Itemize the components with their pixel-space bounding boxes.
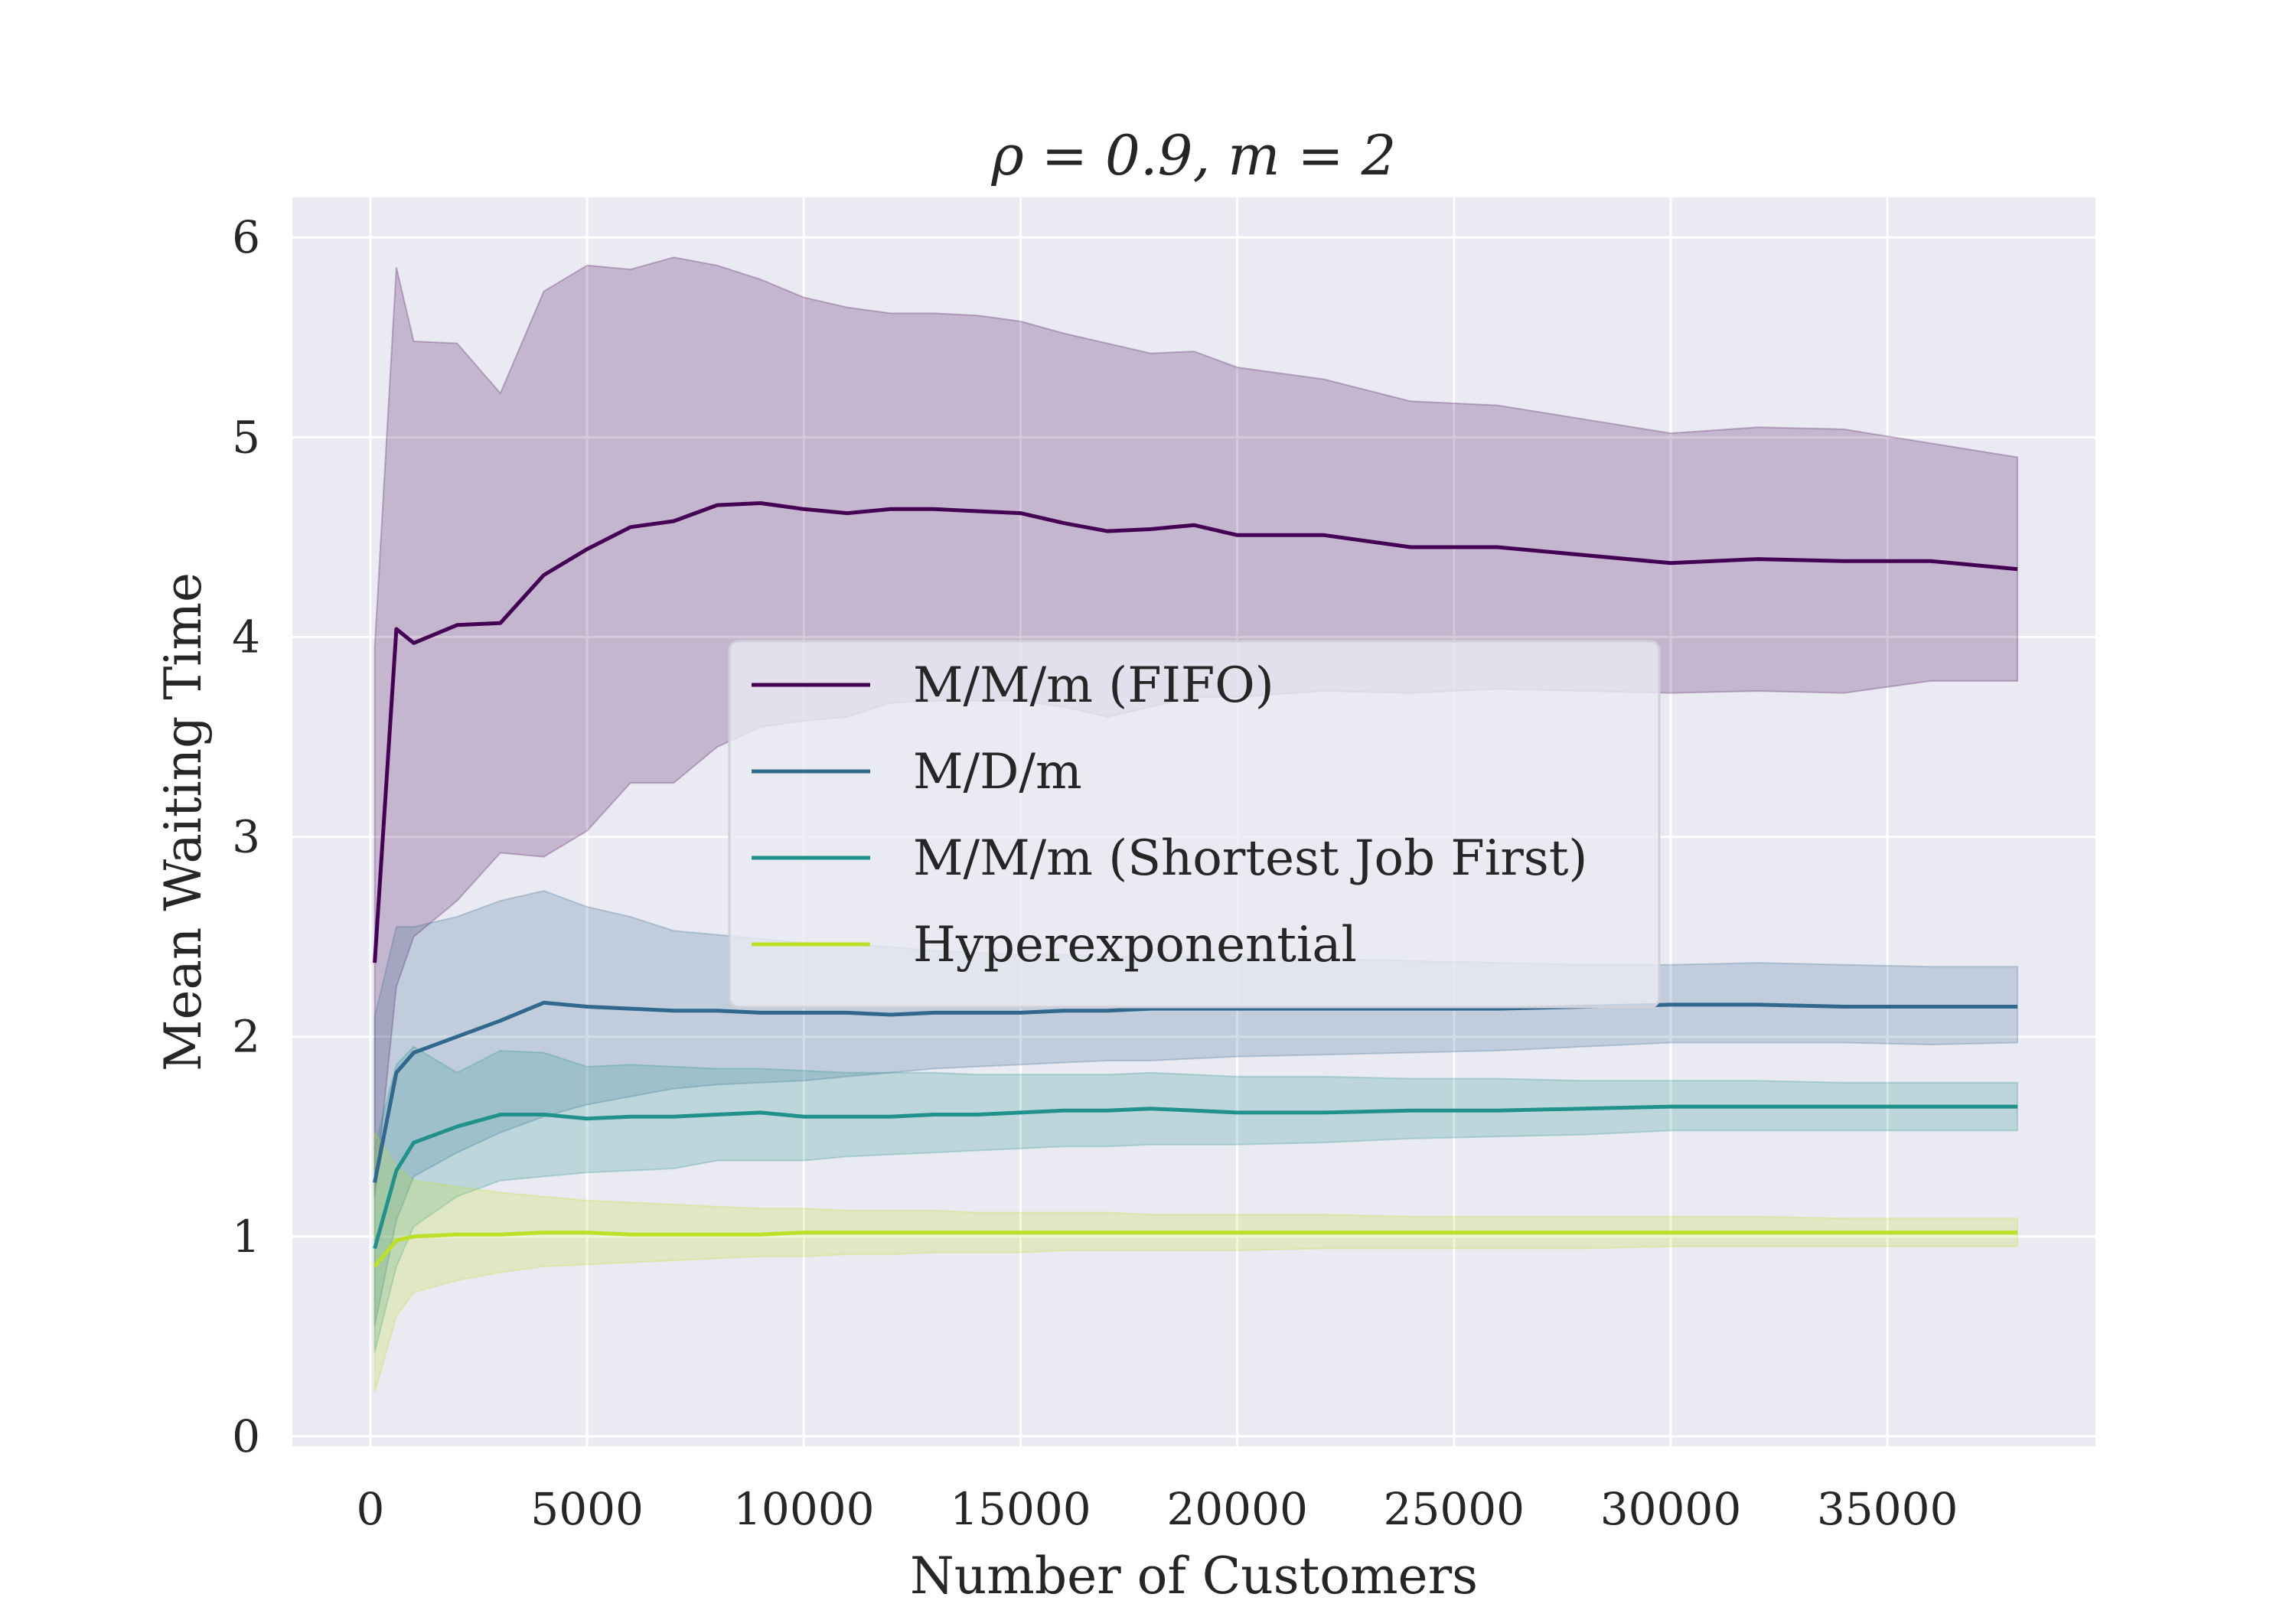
x-tick-label: 20000 [1166,1483,1308,1535]
legend-label-fifo: M/M/m (FIFO) [913,657,1274,714]
legend-label-hyper: Hyperexponential [913,917,1357,973]
y-tick-label: 3 [232,811,260,863]
x-tick-labels: 0 5000 10000 15000 20000 25000 30000 35000 [356,1483,1958,1535]
x-axis-label: Number of Customers [910,1547,1478,1605]
y-tick-label: 5 [232,411,260,463]
y-tick-labels: 0 1 2 3 4 5 6 [232,211,260,1462]
band-hyper [373,1129,2019,1393]
y-tick-label: 0 [232,1410,260,1462]
series-line-hyper [373,1231,2018,1268]
band-sjf [373,1045,2019,1353]
legend-label-sjf: M/M/m (Shortest Job First) [913,830,1587,887]
y-tick-label: 6 [232,211,260,263]
x-tick-label: 35000 [1817,1483,1958,1535]
x-tick-label: 15000 [950,1483,1091,1535]
series-line-fifo [373,501,2018,963]
y-tick-label: 1 [232,1211,260,1263]
legend: M/M/m (FIFO) M/D/m M/M/m (Shortest Job F… [728,640,1661,1009]
legend-label-mdm: M/D/m [913,744,1082,800]
x-tick-label: 5000 [530,1483,644,1535]
x-tick-label: 25000 [1384,1483,1525,1535]
y-tick-label: 4 [232,611,260,663]
x-tick-label: 0 [356,1483,384,1535]
legend-box [728,640,1661,1009]
x-tick-label: 10000 [733,1483,875,1535]
x-tick-label: 30000 [1600,1483,1742,1535]
chart-title: ρ = 0.9, m = 2 [991,123,1397,187]
y-axis-label: Mean Waiting Time [154,572,213,1071]
y-tick-label: 2 [232,1011,260,1063]
series-line-sjf [373,1104,2018,1250]
